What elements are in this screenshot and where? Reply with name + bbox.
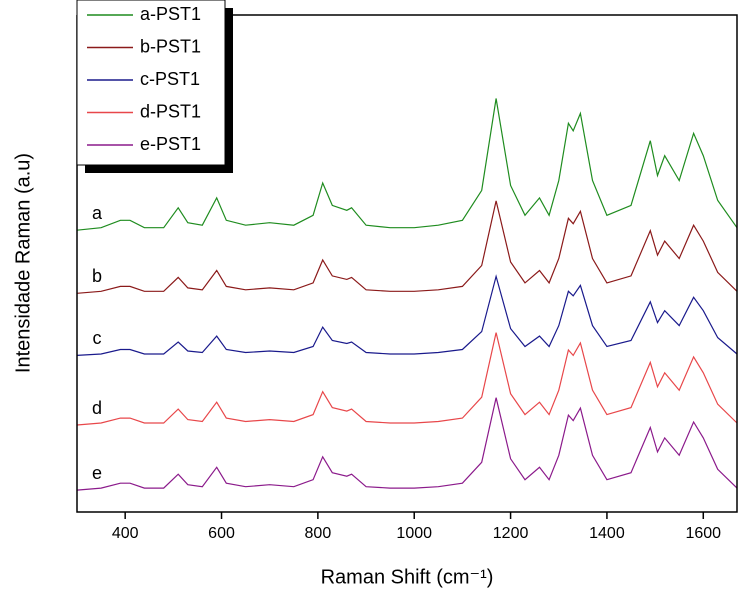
spectrum-line	[76, 332, 738, 426]
x-tick-label: 1000	[396, 525, 432, 542]
x-tick-label: 1600	[685, 525, 721, 542]
y-axis-label: Intensidade Raman (a.u)	[12, 153, 34, 373]
plot-frame	[76, 14, 738, 513]
spectrum-line	[76, 397, 738, 491]
legend-box	[76, 0, 226, 166]
curve-label: a	[92, 203, 103, 223]
legend-label: e-PST1	[140, 134, 201, 154]
curve-label: e	[92, 463, 102, 483]
x-tick-label: 400	[112, 525, 139, 542]
spectrum-line	[76, 274, 738, 356]
x-tick-label: 1200	[493, 525, 529, 542]
spectrum-line	[76, 98, 738, 231]
x-tick-label: 600	[208, 525, 235, 542]
spectrum-line	[76, 200, 738, 294]
curve-label: d	[92, 398, 102, 418]
legend-label: a-PST1	[140, 4, 201, 24]
x-tick-label: 1400	[589, 525, 625, 542]
x-axis-label: Raman Shift (cm⁻¹)	[321, 566, 494, 588]
x-tick-label: 800	[305, 525, 332, 542]
legend-label: b-PST1	[140, 36, 201, 56]
curve-label: b	[92, 266, 102, 286]
legend-label: c-PST1	[140, 69, 200, 89]
curve-label: c	[93, 328, 102, 348]
legend-label: d-PST1	[140, 101, 201, 121]
